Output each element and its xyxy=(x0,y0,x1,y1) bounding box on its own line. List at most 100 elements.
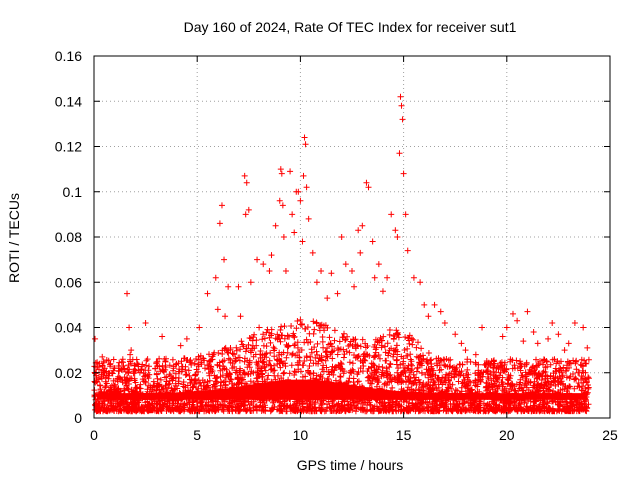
data-point xyxy=(225,283,232,290)
data-point xyxy=(509,310,516,317)
data-point xyxy=(514,317,521,324)
x-tick-label: 20 xyxy=(499,427,515,443)
data-point xyxy=(402,211,409,218)
data-point xyxy=(212,274,219,281)
data-point xyxy=(94,378,101,385)
y-tick-label: 0.1 xyxy=(63,184,83,200)
data-point xyxy=(338,234,345,240)
x-tick-label: 0 xyxy=(90,427,98,443)
y-tick-label: 0.16 xyxy=(55,48,82,64)
data-point xyxy=(371,274,378,281)
data-point xyxy=(301,134,308,141)
data-point xyxy=(555,331,562,338)
grid-lines xyxy=(94,56,610,418)
data-point xyxy=(107,360,114,367)
data-point xyxy=(276,197,283,204)
data-point xyxy=(218,202,225,209)
data-point xyxy=(266,267,273,274)
data-point xyxy=(287,168,294,175)
data-point xyxy=(245,206,252,213)
data-point xyxy=(342,261,349,268)
data-point xyxy=(421,301,428,308)
data-point xyxy=(398,102,405,109)
x-tick-label: 25 xyxy=(602,427,618,443)
data-point xyxy=(400,170,407,177)
data-point xyxy=(111,365,118,372)
data-point xyxy=(328,270,335,277)
data-point xyxy=(520,338,527,345)
data-point xyxy=(159,333,166,340)
data-point xyxy=(237,313,244,320)
y-tick-label: 0.08 xyxy=(55,229,82,245)
data-point xyxy=(242,211,249,218)
data-point xyxy=(397,93,404,100)
data-point xyxy=(534,340,541,347)
y-axis-label: ROTI / TECUs xyxy=(6,193,22,283)
x-axis-label: GPS time / hours xyxy=(297,457,404,473)
data-point xyxy=(272,222,279,229)
data-point xyxy=(221,256,228,263)
data-point xyxy=(243,179,250,186)
data-point xyxy=(404,247,411,254)
data-point xyxy=(355,227,362,234)
data-point xyxy=(142,319,149,326)
x-tick-label: 10 xyxy=(293,427,309,443)
data-point xyxy=(126,324,133,331)
data-point xyxy=(124,290,131,297)
data-point xyxy=(303,184,310,191)
data-point xyxy=(334,290,341,297)
y-tick-label: 0 xyxy=(74,410,82,426)
data-point xyxy=(183,335,190,342)
data-point xyxy=(561,347,568,354)
data-point xyxy=(300,172,307,179)
data-point xyxy=(279,202,286,209)
data-point xyxy=(99,353,106,360)
data-point xyxy=(277,166,284,173)
data-point xyxy=(309,249,316,256)
data-point xyxy=(127,351,134,358)
data-point xyxy=(483,360,490,367)
data-point xyxy=(351,283,358,290)
data-point xyxy=(295,188,302,195)
data-point xyxy=(499,333,506,340)
data-point xyxy=(256,324,263,331)
data-point xyxy=(359,222,366,229)
data-point xyxy=(196,324,203,331)
data-point xyxy=(394,234,401,240)
data-point xyxy=(584,344,591,351)
data-point xyxy=(357,249,364,256)
data-point xyxy=(241,172,248,179)
data-point xyxy=(580,324,587,331)
data-point xyxy=(410,274,417,281)
data-point xyxy=(458,340,465,347)
y-tick-label: 0.02 xyxy=(55,365,82,381)
y-tick-label: 0.04 xyxy=(55,320,82,336)
data-point xyxy=(396,150,403,157)
y-tick-label: 0.14 xyxy=(55,93,82,109)
dense-roti-core xyxy=(94,379,589,400)
data-point xyxy=(204,290,211,297)
data-point xyxy=(177,342,184,349)
data-point xyxy=(280,234,287,240)
data-point xyxy=(565,340,572,347)
data-point xyxy=(549,319,556,326)
data-point xyxy=(399,116,406,123)
data-point xyxy=(388,211,395,218)
data-point xyxy=(282,267,289,274)
data-point xyxy=(318,267,325,274)
data-point xyxy=(289,211,296,218)
data-point xyxy=(268,252,275,259)
data-point xyxy=(365,184,372,191)
x-tick-label: 5 xyxy=(193,427,201,443)
data-point xyxy=(349,267,355,274)
data-point xyxy=(302,141,309,148)
y-tick-label: 0.12 xyxy=(55,139,82,155)
data-point xyxy=(305,215,312,222)
data-point xyxy=(216,220,223,227)
x-tick-label: 15 xyxy=(396,427,412,443)
data-point xyxy=(425,313,432,320)
axis-ticks: 0 5 10 15 20 25 0 0.02 0.04 0.06 0.08 0.1 0.12 0.14 0.… xyxy=(55,48,618,443)
data-point xyxy=(452,331,459,338)
data-point xyxy=(313,279,320,286)
